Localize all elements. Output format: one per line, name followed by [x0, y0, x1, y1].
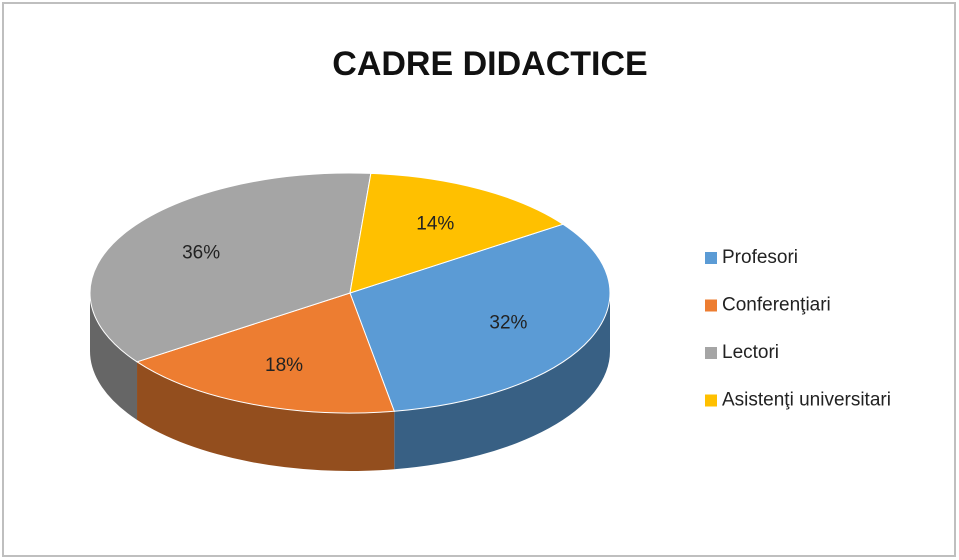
- slice-side: [394, 293, 610, 470]
- slice-side: [137, 361, 395, 472]
- legend-label: Asistenţi universitari: [722, 390, 891, 411]
- chart-title: CADRE DIDACTICE: [332, 45, 647, 83]
- slice: [349, 223, 611, 412]
- legend-swatch: [705, 394, 717, 407]
- pie-sides: [90, 293, 610, 472]
- data-label: 32%: [489, 312, 527, 333]
- legend-label: Conferenţiari: [722, 295, 831, 316]
- slice: [135, 292, 395, 414]
- data-label: 14%: [416, 213, 454, 234]
- legend-label: Lectori: [722, 342, 779, 363]
- data-label: 36%: [182, 243, 220, 264]
- legend-swatch: [705, 252, 717, 264]
- slice: [349, 172, 565, 294]
- pie-tops: [89, 172, 611, 414]
- slice: [89, 172, 372, 363]
- legend-label: Profesori: [722, 247, 798, 268]
- slice-side: [90, 293, 138, 420]
- data-label: 18%: [265, 355, 303, 376]
- legend-swatch: [705, 299, 717, 312]
- legend-swatch: [705, 347, 717, 359]
